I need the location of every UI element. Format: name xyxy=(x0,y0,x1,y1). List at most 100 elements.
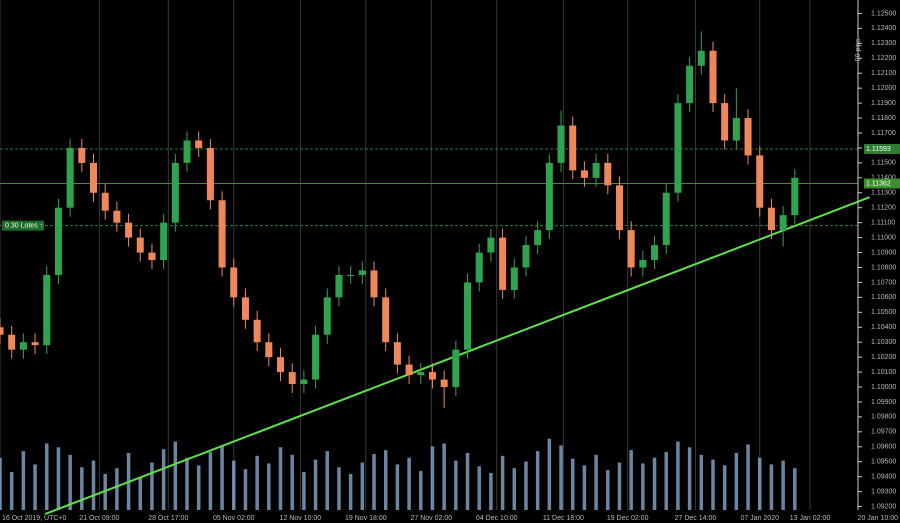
candle-body xyxy=(0,327,4,335)
volume-bar xyxy=(138,476,143,510)
volume-bar xyxy=(652,457,657,510)
candle-body xyxy=(241,297,249,320)
y-tick-label: 1.10600 xyxy=(871,294,896,301)
candle-body xyxy=(54,207,62,275)
candle-body xyxy=(323,297,331,335)
y-tick-label: 1.09700 xyxy=(871,429,896,436)
volume-bar xyxy=(150,462,154,510)
candle-body xyxy=(183,140,191,163)
price-tag-label: 1.11593 xyxy=(866,146,891,153)
volume-bar xyxy=(56,447,61,510)
volume-bar xyxy=(442,443,446,510)
lot-tag-label: 0.30 Lotes ↑ xyxy=(5,222,43,229)
candle-body xyxy=(230,267,238,298)
y-tick-label: 1.10200 xyxy=(871,354,896,361)
volume-bar xyxy=(325,451,330,510)
volume-bar xyxy=(360,462,365,510)
y-tick-label: 1.09600 xyxy=(871,444,896,451)
volume-bar xyxy=(313,459,318,510)
candle-body xyxy=(31,342,39,346)
candle-body xyxy=(195,140,203,148)
x-tick-label: 19 Dec 02:00 xyxy=(607,515,649,522)
candle-layer xyxy=(0,31,799,408)
candle-body xyxy=(580,170,588,178)
y-tick-label: 1.10000 xyxy=(871,384,896,391)
y-tick-label: 1.11100 xyxy=(871,219,895,226)
volume-bar xyxy=(255,455,259,510)
axis-layer: 16 Oct 2019, UTC+0 21 Oct 09:00 28 Oct 17:… xyxy=(2,10,900,522)
volume-bar xyxy=(465,453,470,510)
x-tick-label: 04 Dec 10:00 xyxy=(476,515,518,522)
candle-body xyxy=(300,379,308,385)
y-tick-label: 1.12000 xyxy=(871,85,896,92)
y-tick-label: 1.11900 xyxy=(871,100,896,107)
candle-body xyxy=(253,319,261,343)
candle-body xyxy=(721,103,729,141)
volume-bar xyxy=(161,449,166,510)
volume-bar xyxy=(489,472,493,510)
volume-bar xyxy=(524,461,528,510)
candle-body xyxy=(499,237,507,290)
volume-bar xyxy=(641,463,645,510)
volume-bar xyxy=(173,441,178,510)
candle-body xyxy=(779,215,787,231)
candle-body xyxy=(744,118,752,156)
volume-bar xyxy=(769,464,774,510)
candle-body xyxy=(8,334,16,350)
y-tick-label: 1.11500 xyxy=(871,160,896,167)
volume-bar xyxy=(582,465,587,510)
volume-bar xyxy=(711,459,715,510)
candle-body xyxy=(358,270,366,275)
y-tick-label: 1.09400 xyxy=(871,474,896,481)
y-tick-label: 1.10400 xyxy=(871,324,896,331)
volume-bar xyxy=(757,457,762,510)
candle-body xyxy=(732,118,740,141)
y-tick-label: 1.12200 xyxy=(871,55,896,62)
volume-bar xyxy=(33,464,37,510)
y-tick-label: 1.09800 xyxy=(871,414,896,421)
x-tick-label: 13 Jan 02:00 xyxy=(790,515,831,522)
volume-bar xyxy=(594,454,598,510)
y-tick-label: 1.11700 xyxy=(871,130,896,137)
candle-body xyxy=(277,357,285,373)
volume-bar xyxy=(372,453,376,510)
volume-bar xyxy=(454,460,458,510)
candle-body xyxy=(148,252,156,261)
candle-body xyxy=(475,252,483,283)
volume-bar xyxy=(676,441,680,510)
candle-body xyxy=(767,207,775,231)
candle-body xyxy=(569,125,577,171)
volume-bar xyxy=(477,466,481,510)
volume-bar xyxy=(220,445,224,510)
candle-body xyxy=(557,125,565,163)
candle-body xyxy=(686,65,694,104)
candle-body xyxy=(522,245,530,268)
candle-body xyxy=(90,162,98,193)
candle-body xyxy=(674,103,682,193)
x-tick-label: 05 Nov 02:00 xyxy=(213,515,255,522)
candle-body xyxy=(510,267,518,290)
candle-body xyxy=(113,210,121,223)
candle-body xyxy=(393,342,401,365)
volume-bar xyxy=(302,472,306,510)
volume-bar xyxy=(395,464,400,510)
candle-body xyxy=(19,342,27,350)
candle-body xyxy=(756,155,764,208)
lot-tag xyxy=(2,220,44,231)
volume-bar xyxy=(606,470,610,510)
y-tick-label: 1.10500 xyxy=(871,309,896,316)
x-tick-label: 16 Oct 2019, UTC+0 xyxy=(2,515,67,522)
y-tick-label: 1.10800 xyxy=(871,264,896,271)
candle-body xyxy=(791,177,799,216)
volume-bar xyxy=(746,444,750,510)
volume-bar xyxy=(45,443,49,510)
volume-bar xyxy=(383,450,388,510)
x-tick-label: 11 Dec 18:00 xyxy=(543,515,584,522)
volume-layer xyxy=(0,438,797,510)
candle-body xyxy=(452,349,460,388)
volume-bar xyxy=(80,467,84,510)
candle-body xyxy=(534,230,542,246)
candle-body xyxy=(335,274,343,298)
y-tick-label: 1.10100 xyxy=(871,369,896,376)
